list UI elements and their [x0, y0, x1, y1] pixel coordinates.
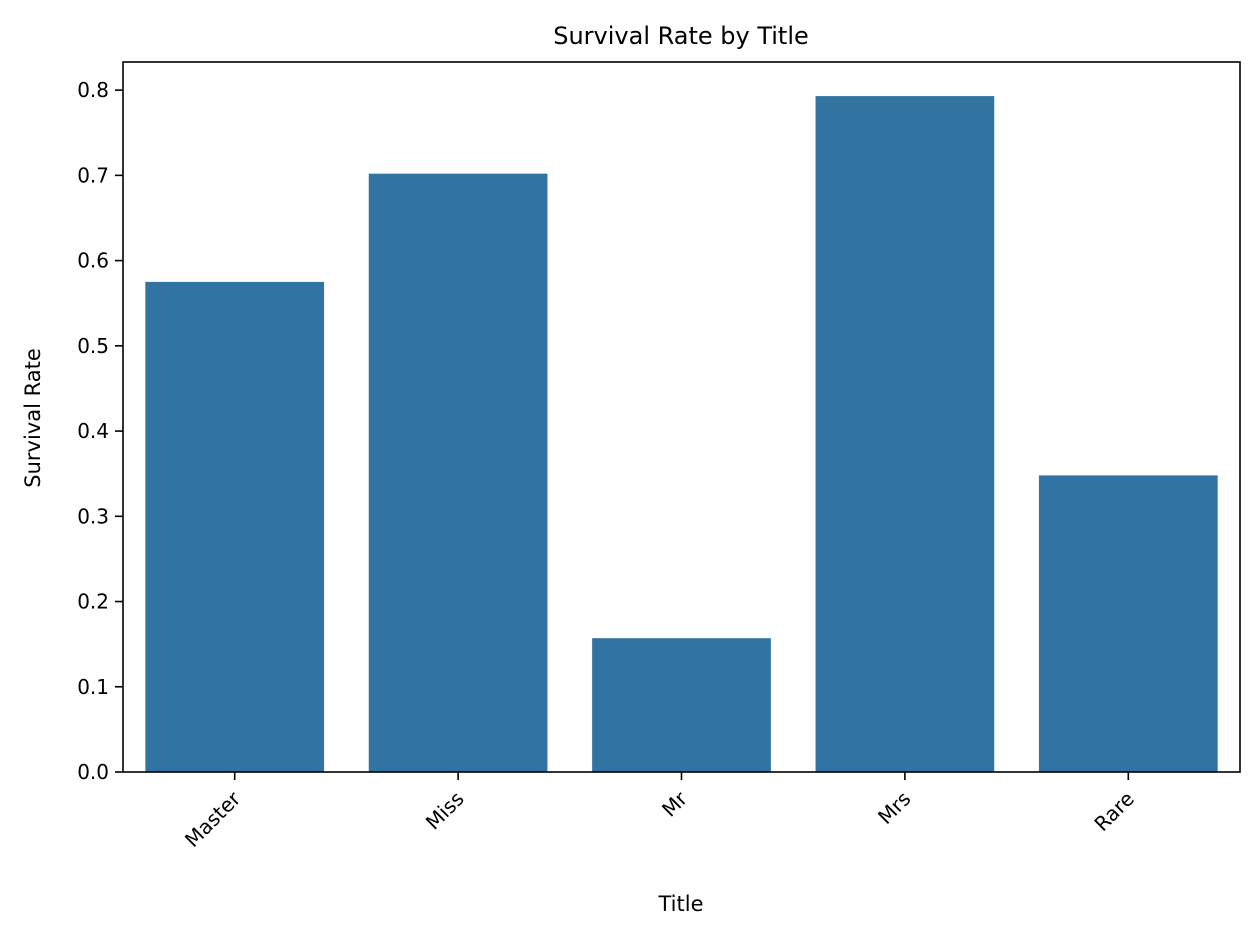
y-tick-label-6: 0.6	[77, 249, 109, 273]
bar-rare	[1038, 475, 1218, 772]
y-tick-label-4: 0.4	[77, 419, 109, 443]
bar-mr	[592, 638, 771, 772]
y-tick-label-2: 0.2	[77, 590, 109, 614]
bars-layer	[145, 96, 1218, 773]
y-tick-label-0: 0.0	[77, 760, 109, 784]
y-axis-title: Survival Rate	[21, 348, 45, 488]
chart-title: Survival Rate by Title	[553, 22, 809, 50]
plot-frame	[122, 61, 1241, 773]
y-axis: 0.0 0.1 0.2 0.3 0.4 0.5 0.6 0.7 0.8	[77, 78, 123, 784]
y-tick-label-7: 0.7	[77, 163, 109, 187]
y-tick-label-5: 0.5	[77, 334, 109, 358]
y-tick-label-3: 0.3	[77, 504, 109, 528]
bar-mrs	[815, 96, 995, 773]
y-tick-label-1: 0.1	[77, 675, 109, 699]
bar-miss	[368, 173, 548, 772]
y-tick-label-8: 0.8	[77, 78, 109, 102]
x-axis-title: Title	[657, 892, 703, 916]
bar-master	[145, 281, 325, 772]
